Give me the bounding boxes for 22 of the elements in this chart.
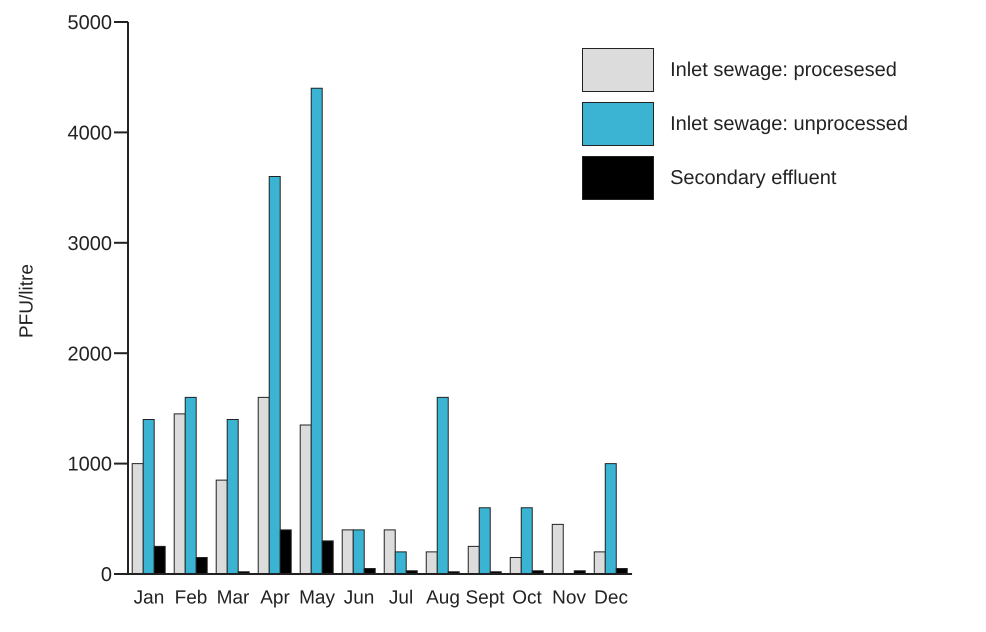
y-tick-label: 2000 [68, 343, 112, 366]
x-tick-label: Mar [216, 587, 250, 608]
legend-label: Inlet sewage: procesesed [670, 58, 897, 82]
x-tick-label: Feb [174, 587, 208, 608]
x-tick-label: May [299, 587, 336, 608]
x-tick-label: Sept [465, 587, 506, 608]
y-axis-title: PFU/litre [16, 264, 38, 338]
x-tick-label: Dec [594, 587, 628, 608]
y-tick-label: 1000 [68, 454, 112, 476]
x-tick-label: Aug [426, 587, 460, 608]
y-tick-label: 3000 [68, 232, 112, 255]
legend-label: Secondary effluent [670, 166, 836, 190]
y-tick-label: 5000 [68, 12, 112, 34]
y-tick-label: 0 [100, 564, 112, 586]
x-tick-label: Jul [388, 587, 414, 608]
x-tick-label: Jun [344, 587, 374, 608]
x-tick-label: Oct [512, 587, 543, 608]
legend-label: Inlet sewage: unprocessed [670, 112, 908, 136]
y-tick-label: 4000 [68, 122, 112, 144]
x-tick-label: Apr [260, 587, 290, 608]
x-tick-label: Jan [134, 587, 164, 608]
x-tick-label: Nov [552, 587, 586, 608]
